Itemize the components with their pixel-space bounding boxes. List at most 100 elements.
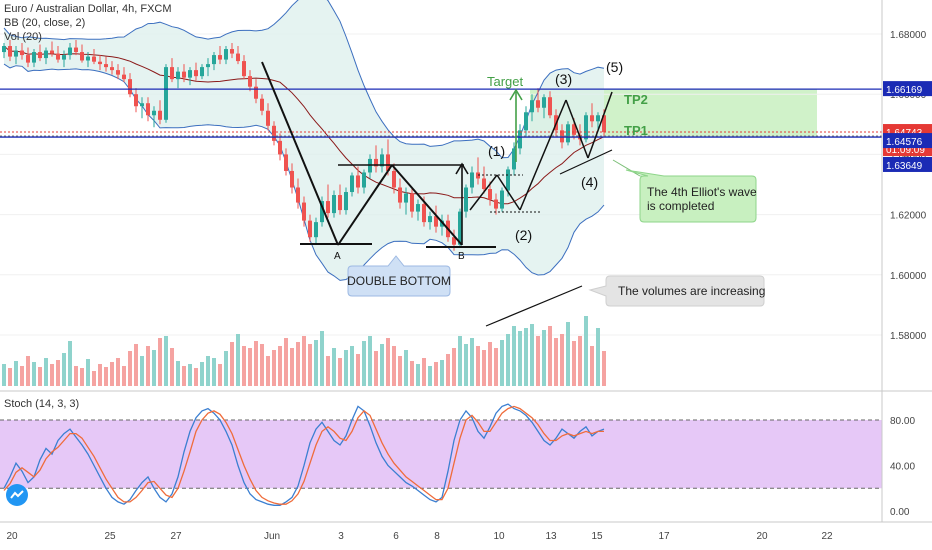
candle-body xyxy=(86,56,90,61)
candle xyxy=(170,58,174,83)
volume-bar xyxy=(530,324,534,386)
volume-bar xyxy=(428,366,432,386)
volume-bar xyxy=(566,322,570,386)
bb-legend[interactable]: BB (20, close, 2) xyxy=(4,17,86,29)
volume-bar xyxy=(518,331,522,386)
volume-bar xyxy=(398,356,402,386)
volume-bar xyxy=(104,367,108,386)
volume-bars xyxy=(2,316,606,386)
candle-body xyxy=(224,49,228,60)
elliot-text-line2: is completed xyxy=(647,199,714,213)
candle-body xyxy=(302,202,306,221)
candle xyxy=(62,50,66,68)
candle xyxy=(566,121,570,146)
candle xyxy=(530,94,534,122)
time-axis[interactable]: 20 25 27 Jun 3 6 8 10 13 15 17 20 22 xyxy=(6,531,833,542)
candle-body xyxy=(32,52,36,63)
candle-body xyxy=(140,103,144,107)
volume-bar xyxy=(212,358,216,386)
candle xyxy=(122,67,126,83)
volume-bar xyxy=(62,353,66,386)
candle-body xyxy=(290,170,294,188)
volume-bar xyxy=(446,354,450,386)
volume-bar xyxy=(584,316,588,386)
candle-body xyxy=(62,55,66,60)
candle xyxy=(302,196,306,227)
stoch-legend[interactable]: Stoch (14, 3, 3) xyxy=(4,398,80,410)
candle-body xyxy=(68,47,72,56)
candle xyxy=(290,163,294,194)
volume-bar xyxy=(332,348,336,386)
price-axis[interactable]: 1.680001.660001.640001.620001.600001.580… xyxy=(883,30,932,342)
candle xyxy=(158,100,162,125)
volume-bar xyxy=(380,344,384,386)
horizontal-levels xyxy=(0,88,882,138)
candle xyxy=(464,184,468,218)
double-bottom-callout[interactable]: DOUBLE BOTTOM xyxy=(347,255,451,297)
volume-bar xyxy=(320,331,324,386)
candle-body xyxy=(104,64,108,68)
candle-body xyxy=(422,204,426,223)
drawdown-line xyxy=(261,61,339,246)
candle xyxy=(164,64,168,123)
volume-bar xyxy=(278,346,282,386)
elliot-wave-callout[interactable]: The 4th Elliot's wave is completed xyxy=(625,169,757,223)
candle xyxy=(218,46,222,65)
double-bottom-text: DOUBLE BOTTOM xyxy=(347,274,451,288)
time-tick-label: 3 xyxy=(338,531,344,542)
candle xyxy=(86,52,90,68)
volume-bar xyxy=(26,356,30,386)
volume-bar xyxy=(536,336,540,386)
candle xyxy=(266,103,270,131)
wave-2-leg xyxy=(496,174,521,211)
volume-bar xyxy=(500,340,504,386)
candle-body xyxy=(200,67,204,77)
volume-bar xyxy=(206,356,210,386)
candle-body xyxy=(260,98,264,111)
candle xyxy=(410,187,414,218)
volume-bar xyxy=(50,364,54,386)
candles xyxy=(2,40,606,251)
candle xyxy=(134,88,138,113)
tradingview-logo-icon[interactable] xyxy=(6,484,28,506)
candle-body xyxy=(356,175,360,188)
volume-bar xyxy=(152,350,156,386)
candle-body xyxy=(2,46,6,53)
candle-body xyxy=(482,178,486,190)
candle xyxy=(350,172,354,197)
symbol-title[interactable]: Euro / Australian Dollar, 4h, FXCM xyxy=(4,3,172,15)
volume-bar xyxy=(260,344,264,386)
volume-bar xyxy=(506,334,510,386)
candle xyxy=(254,79,258,104)
volume-bar xyxy=(560,334,564,386)
price-label-badge: 1.64576 xyxy=(883,133,932,149)
stoch-axis[interactable]: 80.00 40.00 0.00 xyxy=(890,416,915,518)
candle xyxy=(458,208,462,248)
bollinger-upper xyxy=(3,0,605,159)
candle-body xyxy=(152,110,156,116)
volume-bar xyxy=(170,348,174,386)
candle xyxy=(152,106,156,128)
volumes-callout[interactable]: The volumes are increasing xyxy=(588,275,765,307)
candle-body xyxy=(506,169,510,191)
volume-bar xyxy=(68,341,72,386)
candle xyxy=(278,133,282,161)
candle xyxy=(500,187,504,212)
volume-bar xyxy=(8,368,12,386)
volume-bar xyxy=(464,344,468,386)
elliot-pointer xyxy=(612,159,641,177)
volume-bar xyxy=(218,364,222,386)
candle-body xyxy=(80,52,84,61)
wave-4-label: (4) xyxy=(581,174,598,190)
volume-bar xyxy=(290,348,294,386)
volume-bar xyxy=(86,359,90,386)
candle xyxy=(320,196,324,227)
candle xyxy=(284,148,288,176)
volume-bar xyxy=(32,362,36,386)
candle xyxy=(536,88,540,113)
volume-legend[interactable]: Vol (20) xyxy=(4,31,42,43)
price-tick-label: 1.60000 xyxy=(890,271,927,282)
time-tick-label: 25 xyxy=(104,531,116,542)
candle xyxy=(338,184,342,215)
